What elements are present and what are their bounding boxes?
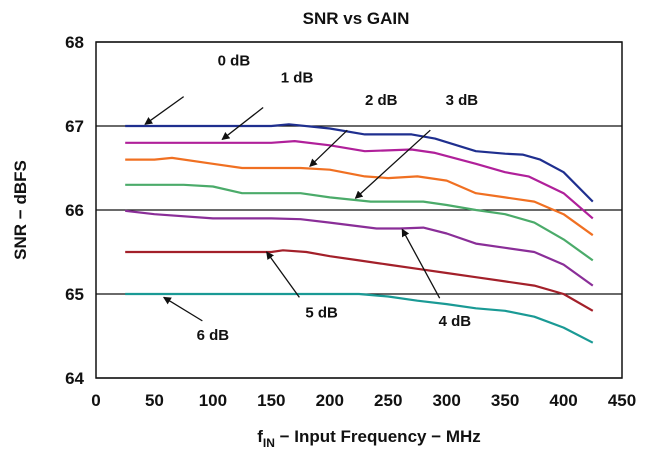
y-tick-label-66: 66 bbox=[65, 201, 84, 220]
y-tick-label-65: 65 bbox=[65, 285, 84, 304]
annotation-arrow-5 bbox=[266, 251, 300, 298]
x-tick-label-300: 300 bbox=[432, 391, 460, 410]
series-lines bbox=[125, 123, 594, 344]
x-tick-label-450: 450 bbox=[608, 391, 636, 410]
annotation-arrow-2 bbox=[309, 129, 348, 168]
annotation-label-5: 5 dB bbox=[305, 305, 338, 322]
x-tick-label-400: 400 bbox=[549, 391, 577, 410]
x-axis-title-main: f bbox=[257, 427, 263, 446]
annotation-arrow-0 bbox=[144, 96, 185, 125]
x-tick-label-100: 100 bbox=[199, 391, 227, 410]
series-line-3-db bbox=[125, 183, 594, 262]
annotation-label-0: 0 dB bbox=[218, 53, 251, 70]
annotation-label-2: 2 dB bbox=[365, 92, 398, 109]
tick-labels: 0 50 100 150 200 250 300 350 400 450 64 65 66 67 68 bbox=[65, 33, 636, 410]
series-line-0-db bbox=[125, 123, 594, 203]
x-tick-label-0: 0 bbox=[91, 391, 100, 410]
x-tick-label-50: 50 bbox=[145, 391, 164, 410]
chart-title: SNR vs GAIN bbox=[303, 9, 410, 28]
x-tick-label-250: 250 bbox=[374, 391, 402, 410]
x-axis-title-rest: − Input Frequency − MHz bbox=[275, 427, 481, 446]
y-tick-label-64: 64 bbox=[65, 369, 84, 388]
annotation-arrow-3 bbox=[354, 129, 431, 199]
series-line-5-db bbox=[125, 249, 594, 312]
series-line-6-db bbox=[125, 292, 594, 344]
annotation-label-4: 4 dB bbox=[439, 313, 472, 330]
x-axis-title: fIN − Input Frequency − MHz bbox=[257, 427, 481, 450]
series-line-4-db bbox=[125, 209, 594, 287]
series-line-1-db bbox=[125, 140, 594, 220]
x-axis-title-sub: IN bbox=[263, 436, 275, 450]
annotation-arrow-4 bbox=[401, 228, 441, 299]
grid bbox=[96, 41, 622, 379]
annotation-arrow-6 bbox=[162, 296, 203, 322]
x-tick-label-150: 150 bbox=[257, 391, 285, 410]
annotation-label-6: 6 dB bbox=[197, 327, 230, 344]
annotation-label-3: 3 dB bbox=[446, 92, 479, 109]
plot-frame bbox=[95, 41, 623, 379]
y-tick-label-68: 68 bbox=[65, 33, 84, 52]
x-tick-label-350: 350 bbox=[491, 391, 519, 410]
annotation-label-1: 1 dB bbox=[281, 69, 314, 86]
annotation-arrow-1 bbox=[221, 107, 264, 141]
annotations: 0 dB 1 dB 2 dB 3 dB 4 dB 5 dB 6 dB bbox=[144, 53, 479, 344]
series-line-2-db bbox=[125, 156, 594, 237]
y-axis-title: SNR − dBFS bbox=[11, 160, 30, 260]
x-tick-label-200: 200 bbox=[316, 391, 344, 410]
y-tick-label-67: 67 bbox=[65, 117, 84, 136]
